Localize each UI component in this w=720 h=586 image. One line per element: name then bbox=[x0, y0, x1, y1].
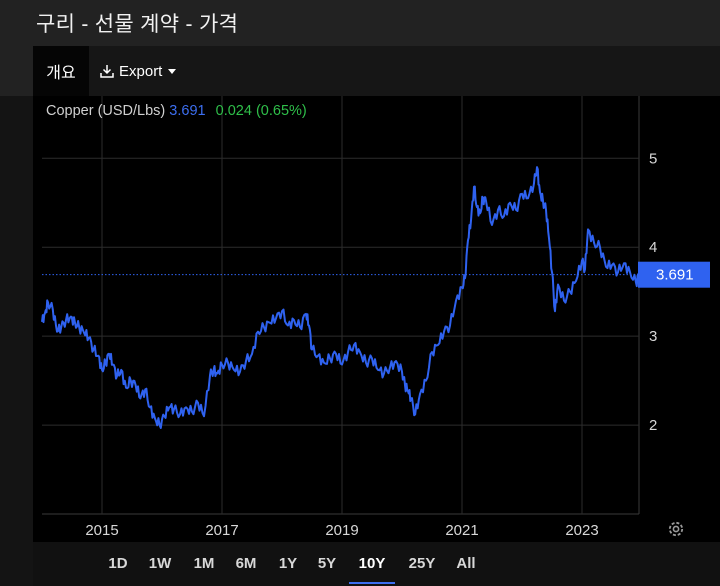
x-tick-label: 2017 bbox=[205, 522, 238, 539]
range-1m-button[interactable]: 1M bbox=[193, 555, 215, 572]
y-axis-ticks: 2 3 4 5 bbox=[649, 150, 657, 434]
x-axis-ticks: 2015 2017 2019 2021 2023 bbox=[85, 522, 598, 539]
chart-area[interactable] bbox=[33, 96, 720, 542]
range-1y-button[interactable]: 1Y bbox=[278, 555, 298, 572]
chart-legend: Copper (USD/Lbs) 3.691 0.024 (0.65%) bbox=[46, 103, 307, 119]
range-10y-button[interactable]: 10Y bbox=[349, 542, 395, 584]
settings-gear-icon[interactable] bbox=[666, 519, 686, 544]
series-layer bbox=[41, 166, 640, 429]
legend-change-pct: (0.65%) bbox=[255, 103, 307, 119]
export-label: Export bbox=[119, 62, 163, 80]
range-all-button[interactable]: All bbox=[456, 555, 476, 572]
legend-name: Copper (USD/Lbs) bbox=[46, 103, 166, 119]
chart-toolbar: 개요 Export bbox=[33, 46, 720, 96]
price-label-box bbox=[638, 261, 710, 288]
export-button[interactable]: Export bbox=[99, 46, 177, 96]
range-6m-button[interactable]: 6M bbox=[235, 555, 257, 572]
current-price-layer: 3.691 bbox=[42, 261, 710, 288]
price-label: 3.691 bbox=[656, 267, 694, 284]
range-1d-button[interactable]: 1D bbox=[108, 555, 128, 572]
range-25y-button[interactable]: 25Y bbox=[408, 555, 436, 572]
y-tick-label: 5 bbox=[649, 150, 657, 167]
legend-change: 0.024 bbox=[215, 103, 252, 119]
caret-down-icon bbox=[168, 68, 177, 74]
download-icon bbox=[99, 63, 115, 79]
legend-price: 3.691 bbox=[169, 103, 206, 119]
x-tick-label: 2023 bbox=[565, 522, 598, 539]
y-tick-label: 3 bbox=[649, 328, 657, 345]
page-title: 구리 - 선물 계약 - 가격 bbox=[36, 13, 239, 36]
range-selector: 1D 1W 1M 6M 1Y 5Y 10Y 25Y All bbox=[33, 542, 720, 586]
x-tick-label: 2021 bbox=[445, 522, 478, 539]
x-tick-label: 2019 bbox=[325, 522, 358, 539]
left-panel-strip bbox=[0, 96, 33, 586]
copper-price-line bbox=[41, 166, 640, 429]
range-5y-button[interactable]: 5Y bbox=[317, 555, 337, 572]
y-tick-label: 2 bbox=[649, 417, 657, 434]
chart-grid bbox=[42, 96, 640, 515]
x-tick-label: 2015 bbox=[85, 522, 118, 539]
range-1w-button[interactable]: 1W bbox=[148, 555, 172, 572]
y-tick-label: 4 bbox=[649, 239, 657, 256]
tab-overview[interactable]: 개요 bbox=[33, 46, 89, 96]
